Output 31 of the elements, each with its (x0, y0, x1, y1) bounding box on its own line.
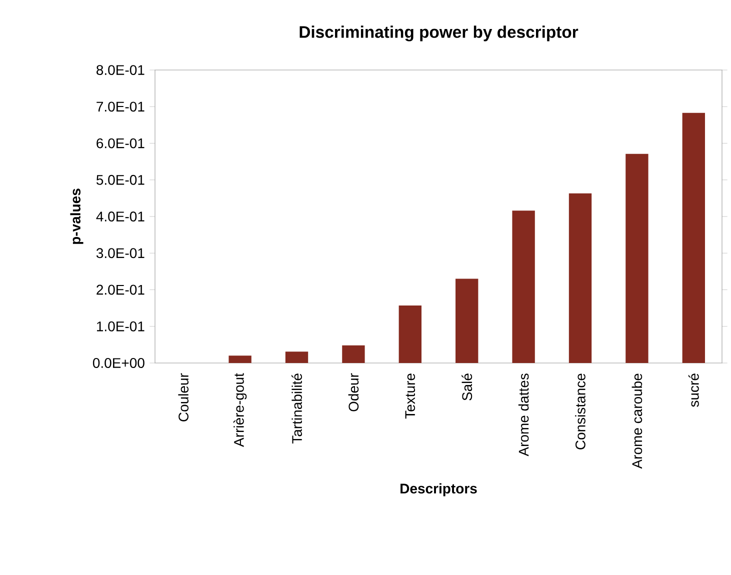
y-tick-label: 5.0E-01 (96, 174, 144, 185)
x-tick-label: Couleur (178, 373, 188, 422)
x-tick-label: Arome caroube (632, 374, 642, 469)
bar (228, 356, 252, 363)
x-tick-label: Arrière-gout (233, 373, 247, 447)
x-tick-label: Texture (405, 374, 416, 419)
chart-title: Discriminating power by descriptor (300, 26, 578, 42)
x-tick-label: Tartinabilité (292, 374, 302, 444)
bar (626, 154, 648, 363)
bar (512, 210, 535, 363)
x-tick-label: Odeur (348, 373, 359, 412)
y-tick-label: 7.0E-01 (96, 102, 144, 112)
y-tick-label: 2.0E-01 (96, 284, 144, 295)
bar (568, 193, 592, 363)
y-tick-label: 4.0E-01 (96, 212, 144, 222)
y-tick-label: 8.0E-01 (96, 65, 144, 75)
bar (285, 352, 308, 363)
bar (682, 112, 705, 363)
x-tick-label: Salé (462, 374, 472, 400)
bar (398, 306, 422, 363)
bar (456, 278, 478, 363)
y-axis-title: p-values (70, 188, 84, 244)
y-tick-label: 6.0E-01 (96, 138, 144, 148)
y-tick-label: 3.0E-01 (96, 248, 144, 258)
y-tick-label: 1.0E-01 (96, 321, 144, 332)
x-tick-label: Consistance (575, 374, 586, 450)
bar (342, 345, 365, 363)
x-axis-title: Descriptors (400, 483, 477, 496)
x-tick-label: Arome dattes (518, 374, 529, 456)
x-tick-label: sucré (688, 374, 699, 407)
y-tick-label: 0.0E+00 (92, 358, 144, 368)
